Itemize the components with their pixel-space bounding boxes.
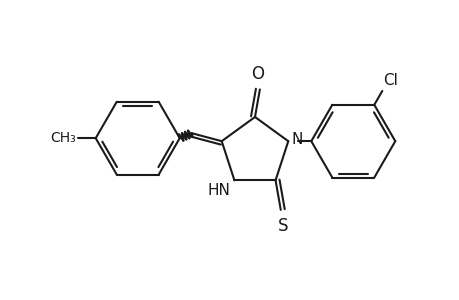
Text: N: N	[291, 132, 302, 147]
Text: Cl: Cl	[382, 73, 397, 88]
Text: S: S	[277, 217, 287, 235]
Text: O: O	[251, 65, 264, 83]
Text: CH₃: CH₃	[50, 131, 76, 145]
Text: HN: HN	[207, 183, 230, 198]
